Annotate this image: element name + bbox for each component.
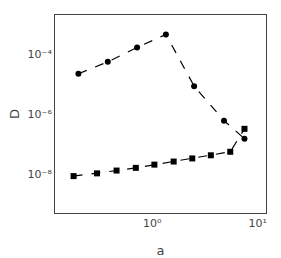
svg-text:10⁰: 10⁰ — [143, 217, 162, 230]
svg-text:10¹: 10¹ — [248, 217, 266, 230]
svg-text:10⁻⁴: 10⁻⁴ — [28, 48, 53, 61]
svg-text:10⁻⁸: 10⁻⁸ — [28, 168, 53, 181]
svg-text:a: a — [157, 243, 165, 258]
svg-text:D: D — [7, 109, 22, 119]
svg-text:10⁻⁶: 10⁻⁶ — [28, 108, 53, 121]
